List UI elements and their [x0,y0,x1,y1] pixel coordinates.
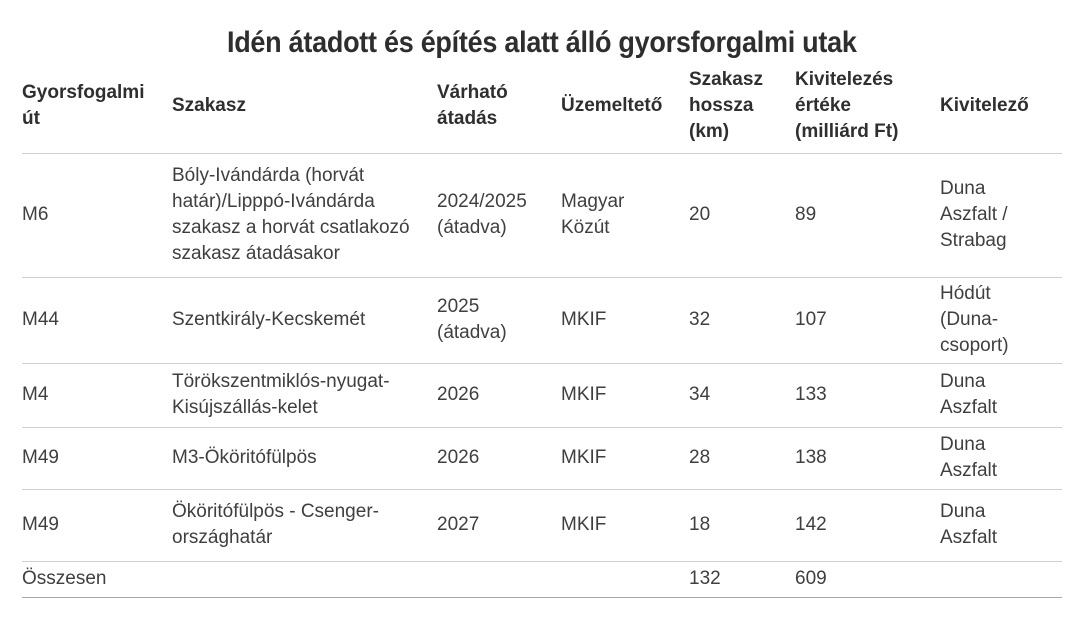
road-cell: M4 [22,363,172,428]
operator-cell: MKIF [561,427,689,490]
length-cell: 18 [689,489,795,562]
table-row: M6 Bóly-Ivándárda (horvát határ)/Lipppó-… [22,153,1062,278]
section-cell: Szentkirály-Kecskemét [172,277,437,364]
operator-cell: MKIF [561,363,689,428]
page-title: Idén átadott és építés alatt álló gyorsf… [0,0,1084,60]
length-cell: 28 [689,427,795,490]
handover-cell: 2026 [437,363,561,428]
section-cell: Ököritófülpös - Csenger- országhatár [172,489,437,562]
length-cell: 34 [689,363,795,428]
operator-cell: Magyar Közút [561,153,689,278]
road-cell: M44 [22,277,172,364]
table-header-row: Gyorsfogalmi út Szakasz Várható átadás Ü… [22,60,1062,154]
value-cell: 138 [795,427,940,490]
operator-cell: MKIF [561,489,689,562]
total-length-cell: 132 [689,561,795,598]
table-row: M49 M3-Ököritófülpös 2026 MKIF 28 138 Du… [22,427,1062,490]
table-total-row: Összesen 132 609 [22,561,1062,598]
section-cell: Törökszentmiklós-nyugat- Kisújszállás-ke… [172,363,437,428]
col-header-value: Kivitelezés értéke (milliárd Ft) [795,60,940,154]
total-handover-cell [437,561,561,598]
col-header-handover: Várható átadás [437,60,561,154]
total-value-cell: 609 [795,561,940,598]
col-header-contractor: Kivitelező [940,60,1062,154]
contractor-cell: Duna Aszfalt [940,489,1062,562]
total-operator-cell [561,561,689,598]
handover-cell: 2027 [437,489,561,562]
road-cell: M6 [22,153,172,278]
operator-cell: MKIF [561,277,689,364]
value-cell: 107 [795,277,940,364]
road-cell: M49 [22,427,172,490]
value-cell: 133 [795,363,940,428]
table-row: M4 Törökszentmiklós-nyugat- Kisújszállás… [22,363,1062,428]
section-cell: M3-Ököritófülpös [172,427,437,490]
expressways-table: Gyorsfogalmi út Szakasz Várható átadás Ü… [22,60,1062,598]
col-header-road: Gyorsfogalmi út [22,60,172,154]
table-row: M49 Ököritófülpös - Csenger- országhatár… [22,489,1062,562]
length-cell: 32 [689,277,795,364]
handover-cell: 2026 [437,427,561,490]
value-cell: 142 [795,489,940,562]
contractor-cell: Hódút (Duna- csoport) [940,277,1062,364]
contractor-cell: Duna Aszfalt [940,363,1062,428]
page-title-text: Idén átadott és építés alatt álló gyorsf… [227,26,857,59]
length-cell: 20 [689,153,795,278]
road-cell: M49 [22,489,172,562]
table-row: M44 Szentkirály-Kecskemét 2025 (átadva) … [22,277,1062,364]
value-cell: 89 [795,153,940,278]
handover-cell: 2024/2025 (átadva) [437,153,561,278]
total-contractor-cell [940,561,1062,598]
section-cell: Bóly-Ivándárda (horvát határ)/Lipppó-Ivá… [172,153,437,278]
contractor-cell: Duna Aszfalt [940,427,1062,490]
handover-cell: 2025 (átadva) [437,277,561,364]
total-label-cell: Összesen [22,561,172,598]
col-header-operator: Üzemeltető [561,60,689,154]
contractor-cell: Duna Aszfalt / Strabag [940,153,1062,278]
col-header-length: Szakasz hossza (km) [689,60,795,154]
col-header-section: Szakasz [172,60,437,154]
total-section-cell [172,561,437,598]
